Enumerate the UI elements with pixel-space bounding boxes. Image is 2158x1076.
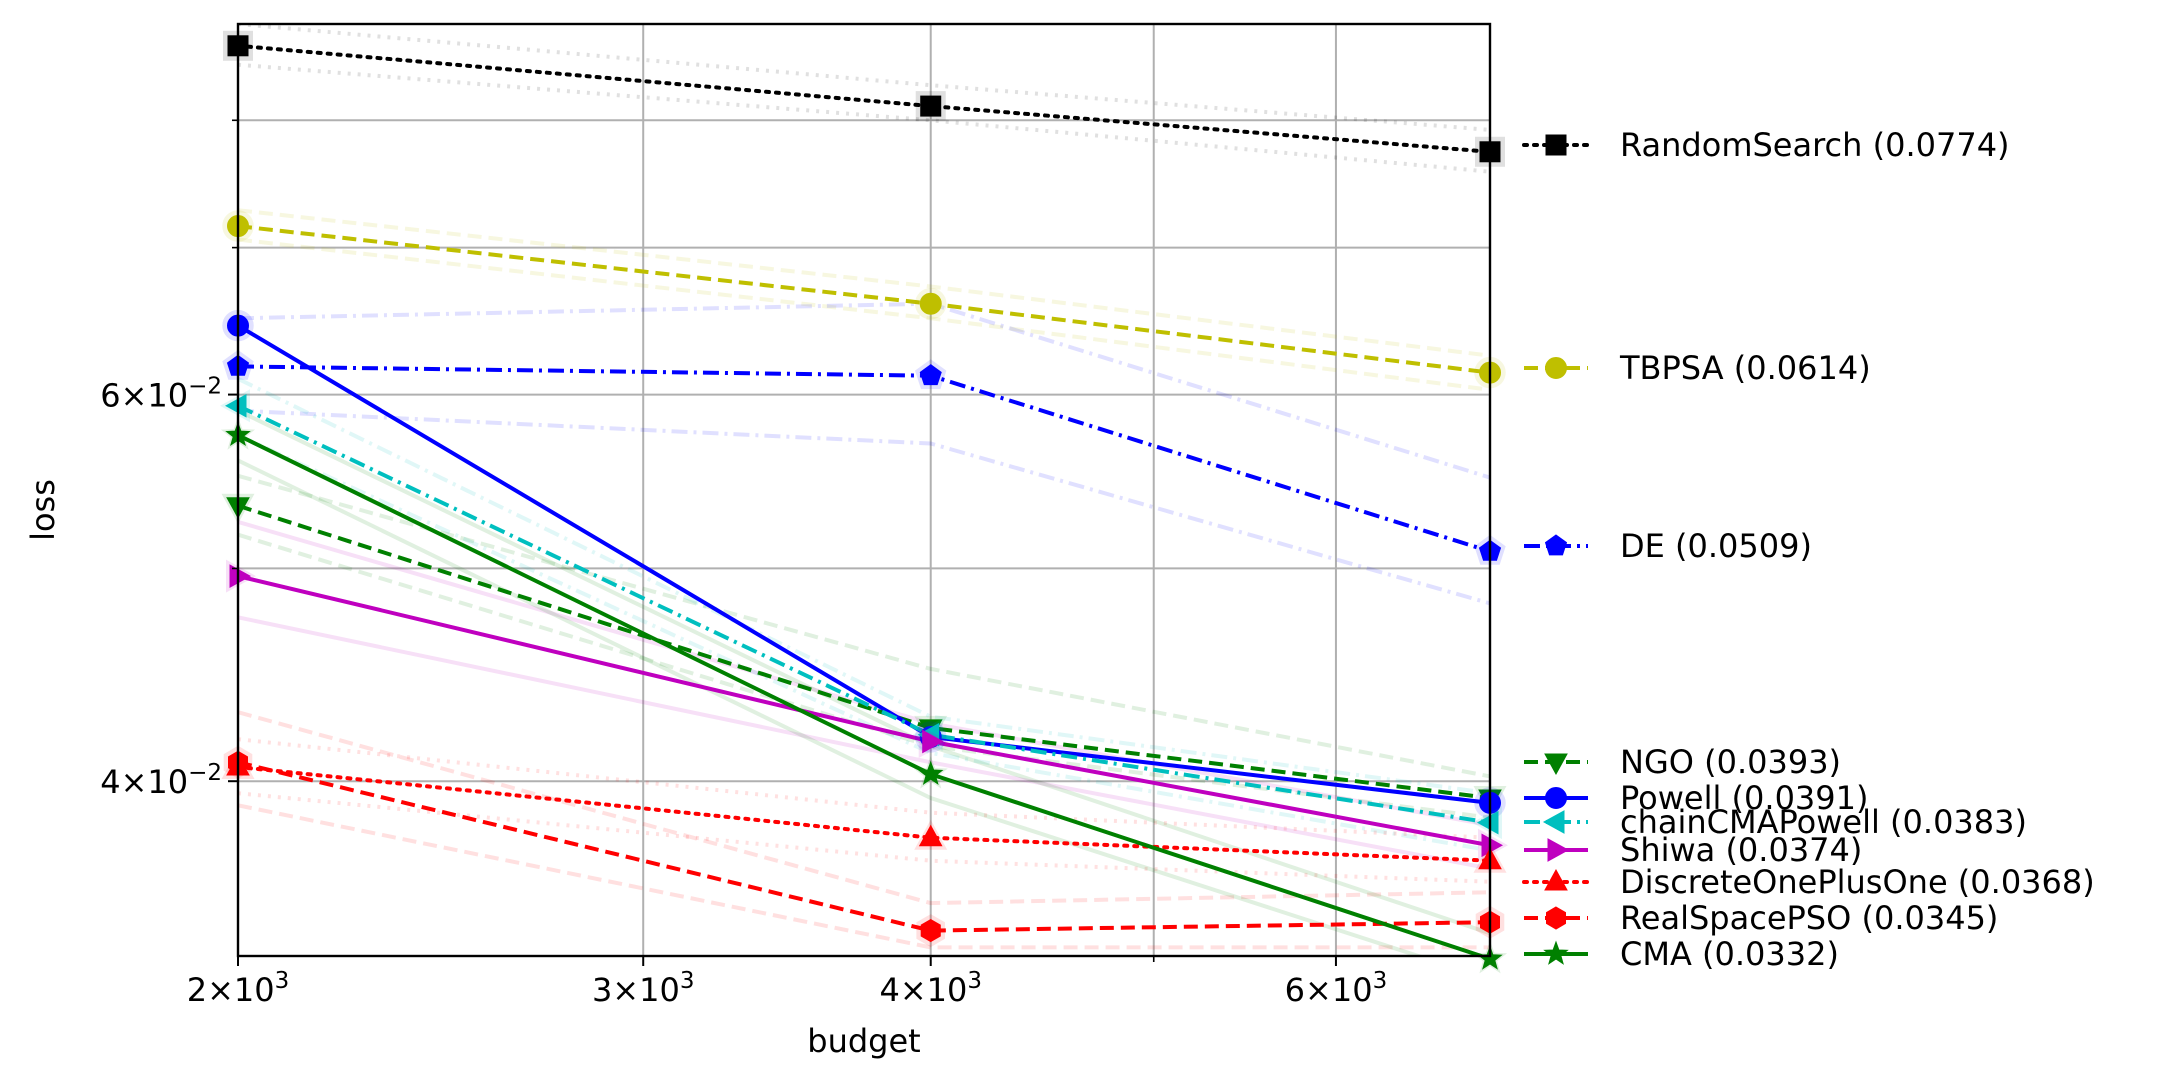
- legend-entry-label: TBPSA (0.0614): [1619, 349, 1871, 387]
- faint-series-line: [238, 301, 1490, 480]
- faint-series-line: [238, 433, 1490, 853]
- data-point: [920, 919, 941, 943]
- grid: [237, 24, 1490, 956]
- x-tick-label: 4×103: [879, 968, 982, 1009]
- x-tick-label: 3×103: [592, 968, 695, 1009]
- faint-series-line: [238, 791, 1490, 884]
- data-point: [917, 760, 944, 785]
- legend-marker: [1546, 906, 1566, 930]
- legend-entry-label: DE (0.0509): [1620, 527, 1812, 565]
- faint-series-group: [238, 24, 1490, 956]
- legend-entry-label: chainCMAPowell (0.0383): [1620, 803, 2027, 841]
- data-point: [919, 364, 942, 386]
- data-point: [1481, 833, 1504, 858]
- faint-series-line: [238, 208, 1490, 358]
- y-tick-label: 4×10−2: [100, 760, 222, 801]
- data-point: [1476, 810, 1499, 835]
- y-axis-label: loss: [24, 479, 62, 541]
- x-tick-label: 2×103: [187, 968, 290, 1009]
- ticks: 2×103 3×103 4×103 6×103 4×10−2 6×10−2: [100, 119, 1388, 1009]
- faint-series-line: [238, 62, 1490, 174]
- data-point: [229, 564, 252, 588]
- legend-marker: [1544, 753, 1568, 776]
- legend-entry-label: Powell (0.0391): [1620, 779, 1868, 817]
- legend-entry-label: RealSpacePSO (0.0345): [1620, 899, 1998, 937]
- faint-series-line: [238, 710, 1490, 906]
- plot-frame: [236, 22, 1492, 958]
- faint-series-line: [238, 408, 1490, 936]
- legend-entry-label: CMA (0.0332): [1620, 935, 1839, 973]
- x-tick-label: 6×103: [1285, 968, 1388, 1009]
- faint-series-line: [238, 408, 1490, 606]
- faint-series-line: [238, 458, 1425, 956]
- x-axis-label: budget: [807, 1022, 920, 1060]
- series-line: [238, 760, 1490, 933]
- series-line: [238, 765, 1490, 863]
- data-point: [922, 729, 944, 754]
- legend-marker: [1545, 134, 1567, 156]
- legend-entry-label: RandomSearch (0.0774): [1620, 126, 2010, 164]
- faint-series-line: [238, 237, 1490, 392]
- legend-marker: [1544, 868, 1568, 891]
- legend-entry-label: NGO (0.0393): [1620, 743, 1841, 781]
- data-point: [918, 824, 943, 847]
- legend-marker: [1545, 357, 1567, 379]
- series-line: [238, 574, 1490, 848]
- legend-marker: [1545, 787, 1567, 809]
- data-point: [920, 95, 942, 117]
- y-tick-label: 6×10−2: [100, 374, 222, 415]
- legend-entry-label: DiscreteOnePlusOne (0.0368): [1620, 863, 2095, 901]
- data-point: [224, 393, 247, 418]
- faint-series-line: [238, 473, 1490, 779]
- legend-marker: [1547, 838, 1570, 862]
- data-point: [919, 292, 942, 315]
- faint-series-line: [238, 377, 1490, 796]
- series-line: [238, 503, 1490, 800]
- faint-series-line: [238, 803, 1490, 950]
- legend-marker: [1543, 940, 1569, 965]
- legend-marker: [1542, 810, 1565, 834]
- series-line: [238, 43, 1490, 154]
- faint-series-line: [238, 737, 1490, 840]
- faint-series-line: [238, 24, 1490, 132]
- legend: RandomSearch (0.0774) TBPSA (0.0614) DE (0…: [1522, 126, 2095, 973]
- legend-marker: [1544, 534, 1568, 556]
- legend-entry-label: Shiwa (0.0374): [1620, 831, 1862, 869]
